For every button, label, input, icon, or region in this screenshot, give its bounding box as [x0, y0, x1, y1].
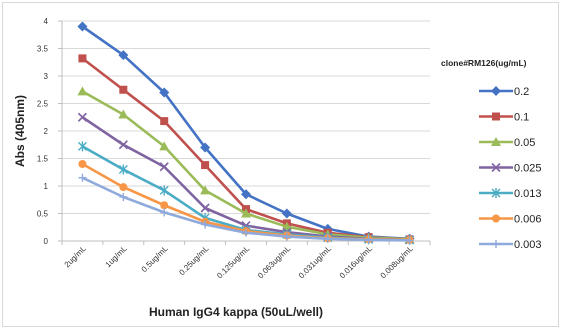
legend-marker	[491, 137, 501, 146]
data-point	[201, 161, 210, 170]
data-point	[159, 87, 170, 98]
legend-label: 0.2	[514, 86, 529, 98]
data-point	[160, 117, 169, 126]
legend-item: 0.006	[479, 214, 542, 226]
legend-marker	[491, 162, 501, 173]
data-point	[118, 109, 129, 119]
data-point	[159, 185, 169, 196]
data-point	[323, 234, 332, 243]
data-point	[119, 183, 128, 192]
x-tick-label: 1ug/mL	[104, 244, 130, 270]
chart-frame	[2, 2, 559, 327]
legend-label: 0.003	[514, 239, 542, 251]
legend-marker	[491, 188, 501, 198]
legend-marker	[492, 112, 500, 121]
x-tick-label: 0.016ug/mL	[338, 244, 375, 281]
data-point	[159, 141, 170, 151]
legend-title: clone#RM126(ug/mL)	[441, 58, 527, 68]
y-tick-label: 4	[44, 17, 49, 26]
data-point	[200, 203, 210, 213]
data-point	[241, 189, 251, 200]
y-tick-label: 3	[44, 72, 49, 81]
legend-item: 0.05	[479, 137, 535, 149]
legend-marker	[492, 240, 500, 248]
x-tick-label: 0.063ug/mL	[256, 244, 293, 281]
y-tick-label: 1	[44, 182, 49, 191]
legend-label: 0.006	[514, 214, 542, 226]
data-point	[282, 232, 291, 241]
series-0.025	[77, 112, 415, 245]
y-tick-label: 2	[44, 127, 49, 136]
data-point	[405, 236, 414, 245]
data-point	[160, 201, 169, 210]
y-tick-label: 2.5	[37, 100, 49, 109]
series-line	[81, 116, 410, 242]
x-tick-label: 0.25ug/mL	[177, 244, 210, 277]
x-axis-title: Human IgG4 kappa (50uL/well)	[149, 305, 323, 319]
x-tick-label: 2ug/mL	[63, 244, 89, 270]
y-tick-label: 0.5	[37, 210, 49, 219]
x-tick-labels: 2ug/mL 1ug/mL 0.5ug/mL 0.25ug/mL 0.125ug/mL 0…	[63, 244, 416, 281]
data-point	[364, 235, 373, 244]
x-tick-label: 0.008ug/mL	[379, 244, 416, 281]
data-point	[118, 50, 129, 61]
series-0.05	[77, 86, 415, 244]
data-point	[77, 21, 88, 32]
y-tick-labels: 0 0.5 1 1.5 2 2.5 3 3.5 4	[37, 17, 49, 246]
legend-item: 0.003	[479, 239, 542, 251]
data-point	[159, 162, 169, 172]
legend-item: 0.1	[479, 112, 529, 124]
data-point	[77, 86, 88, 96]
legend-label: 0.1	[514, 112, 529, 124]
data-point	[200, 185, 211, 195]
data-point	[78, 160, 87, 168]
data-point	[118, 164, 128, 175]
data-point	[200, 142, 211, 153]
data-point	[281, 221, 292, 231]
legend-marker	[491, 86, 501, 96]
data-point	[78, 173, 87, 182]
data-point	[77, 141, 87, 152]
data-point	[281, 208, 292, 219]
series-layer	[77, 21, 415, 245]
legend-item: 0.2	[479, 86, 529, 98]
x-tick-label: 0.125ug/mL	[215, 244, 252, 281]
legend-label: 0.025	[514, 163, 542, 175]
data-point	[78, 54, 87, 63]
data-point	[242, 228, 250, 237]
series-0.003	[78, 173, 414, 245]
legend-label: 0.05	[514, 137, 535, 149]
x-tick-label: 0.5ug/mL	[140, 244, 170, 274]
legend-label: 0.013	[514, 188, 542, 200]
data-point	[118, 140, 128, 150]
data-point	[77, 112, 88, 122]
legend: clone#RM126(ug/mL) 0.2 0.1 0.05 0.025 0.013 0…	[441, 58, 542, 251]
data-point	[119, 193, 128, 201]
y-tick-label: 1.5	[37, 155, 49, 164]
y-tick-label: 0	[44, 237, 49, 246]
data-point	[201, 220, 210, 229]
legend-marker	[492, 214, 500, 223]
data-point	[241, 208, 251, 218]
legend-item: 0.025	[479, 163, 542, 175]
y-axis-title: Abs (405nm)	[13, 95, 27, 167]
legend-item: 0.013	[479, 188, 542, 200]
data-point	[119, 85, 128, 94]
data-point	[160, 208, 169, 217]
x-tick-label: 0.031ug/mL	[297, 244, 334, 281]
y-tick-label: 3.5	[37, 45, 49, 54]
